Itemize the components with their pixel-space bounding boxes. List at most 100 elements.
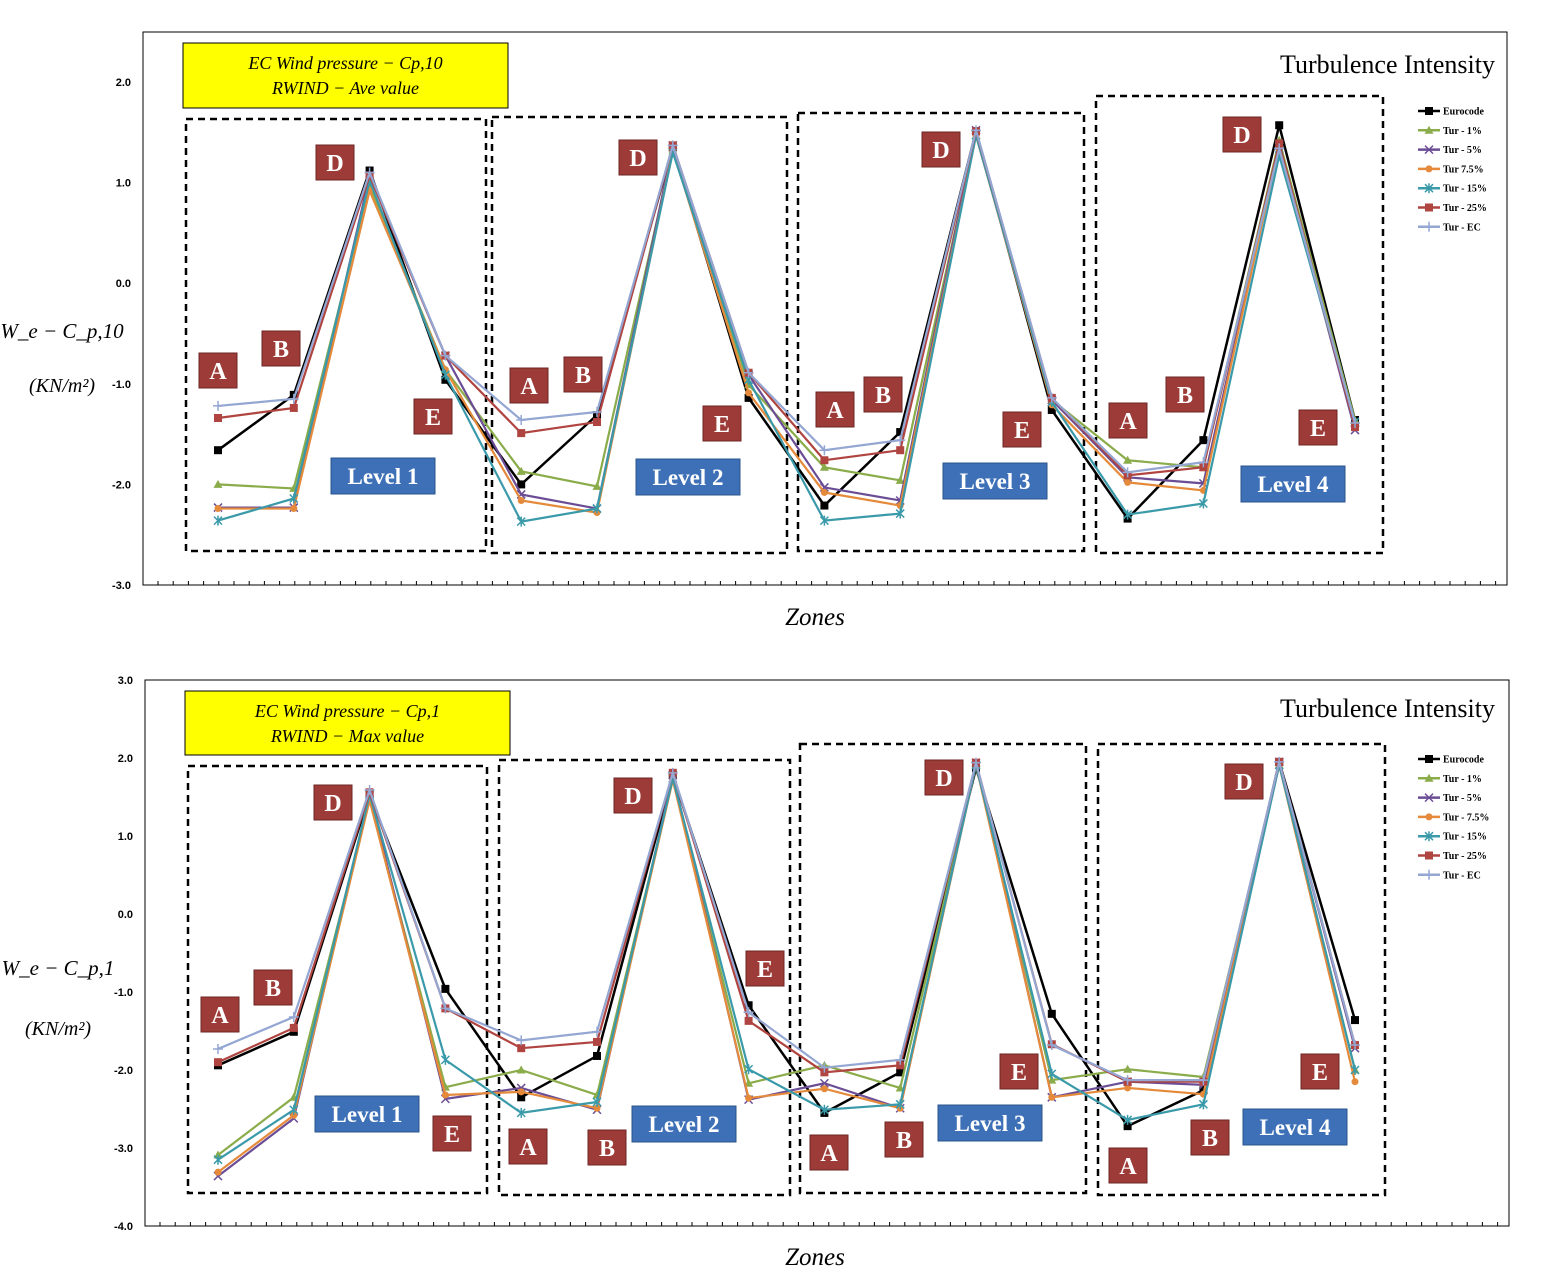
data-point bbox=[289, 493, 299, 504]
data-point bbox=[1425, 107, 1433, 115]
data-point bbox=[213, 400, 223, 411]
data-point bbox=[364, 167, 375, 178]
data-point bbox=[743, 1007, 754, 1018]
zone-label-box bbox=[618, 139, 658, 176]
data-point bbox=[1350, 1040, 1360, 1051]
zone-label-box bbox=[587, 1129, 627, 1166]
info-box bbox=[184, 690, 511, 756]
zone-label: B bbox=[1202, 1126, 1218, 1152]
series-tur-ec bbox=[213, 125, 1360, 478]
level-label: Level 3 bbox=[955, 1111, 1026, 1136]
level-group-box bbox=[184, 117, 488, 553]
zone-label-box bbox=[1222, 116, 1262, 153]
level-label-box bbox=[1240, 465, 1346, 503]
zone-label: B bbox=[875, 383, 891, 409]
series-line bbox=[217, 764, 1357, 1174]
data-point bbox=[819, 515, 829, 526]
data-point bbox=[1424, 145, 1434, 155]
data-point bbox=[1047, 1009, 1056, 1018]
data-point bbox=[1122, 1075, 1133, 1086]
y-axis-unit: (KN/m²) bbox=[29, 375, 95, 397]
legend-entry: Tur - EC bbox=[1443, 870, 1481, 881]
y-tick-label: 3.0 bbox=[118, 675, 133, 687]
level-group-box bbox=[796, 111, 1086, 553]
zone-label-box bbox=[745, 950, 785, 987]
data-point bbox=[441, 375, 450, 384]
data-point bbox=[1198, 1075, 1209, 1086]
zone-label: B bbox=[896, 1128, 912, 1154]
data-point bbox=[1124, 478, 1132, 486]
data-point bbox=[593, 1104, 601, 1112]
data-point bbox=[1424, 125, 1434, 134]
zone-label: D bbox=[624, 784, 641, 810]
data-point bbox=[1122, 467, 1133, 478]
y-tick-label: 2.0 bbox=[118, 753, 133, 765]
data-point bbox=[1123, 1114, 1133, 1125]
zone-label: E bbox=[757, 957, 773, 983]
level-group-box bbox=[490, 115, 789, 555]
data-point bbox=[213, 515, 223, 526]
data-point bbox=[667, 767, 678, 778]
level-label: Level 1 bbox=[332, 1102, 403, 1127]
data-point bbox=[213, 1043, 223, 1054]
level-label: Level 2 bbox=[653, 465, 724, 490]
info-box bbox=[182, 42, 509, 109]
data-point bbox=[1424, 221, 1434, 232]
data-point bbox=[895, 1054, 906, 1065]
zone-label-box bbox=[432, 1115, 472, 1152]
data-point bbox=[1350, 418, 1360, 429]
series-tur-ec bbox=[213, 756, 1360, 1086]
zone-label-box bbox=[1002, 411, 1042, 448]
data-point bbox=[1123, 509, 1133, 520]
series-line bbox=[217, 125, 1357, 474]
zone-label: E bbox=[1312, 1060, 1328, 1086]
data-point bbox=[820, 488, 828, 496]
zone-label: B bbox=[1177, 383, 1193, 409]
legend-entry: Tur - 1% bbox=[1443, 774, 1482, 785]
legend-entry: Tur 7.5% bbox=[1443, 164, 1484, 175]
data-point bbox=[1198, 457, 1209, 468]
zone-label-box bbox=[508, 1128, 548, 1165]
zone-label-box bbox=[1108, 402, 1148, 439]
data-point bbox=[896, 428, 905, 437]
data-point bbox=[1124, 1084, 1132, 1092]
series-line bbox=[217, 764, 1357, 1161]
data-point bbox=[289, 1023, 298, 1032]
data-point bbox=[1199, 436, 1208, 445]
data-point bbox=[441, 984, 450, 993]
level-group-box bbox=[497, 758, 792, 1197]
data-point bbox=[516, 1035, 527, 1046]
data-point bbox=[819, 1078, 829, 1088]
data-point bbox=[819, 445, 830, 456]
data-point bbox=[1275, 139, 1284, 148]
legend-entry: Tur - 7.5% bbox=[1443, 812, 1489, 823]
data-point bbox=[820, 456, 829, 465]
data-point bbox=[819, 1062, 830, 1073]
level-label-box bbox=[635, 458, 741, 496]
data-point bbox=[819, 462, 829, 471]
level-label-box bbox=[1242, 1108, 1348, 1146]
legend-entry: Eurocode bbox=[1443, 755, 1484, 766]
data-point bbox=[1350, 1065, 1360, 1075]
zone-label: A bbox=[820, 1141, 838, 1167]
data-point bbox=[516, 1107, 526, 1118]
y-tick-label: -2.0 bbox=[112, 479, 131, 491]
info-box-line: EC Wind pressure − Cp,1 bbox=[254, 701, 440, 721]
chart-2: 3.0 2.0 1.0 0.0 -1.0 -2.0 -3.0 -4.0 A B D E A B D E A B D E… bbox=[2, 675, 1510, 1271]
data-point bbox=[667, 140, 678, 151]
data-point bbox=[213, 479, 223, 488]
level-group-box bbox=[1096, 742, 1387, 1197]
data-point bbox=[895, 508, 905, 519]
data-point bbox=[895, 1099, 905, 1110]
data-point bbox=[1046, 392, 1057, 403]
zone-label: E bbox=[1014, 418, 1030, 444]
zone-label-box bbox=[261, 330, 301, 367]
level-group-box bbox=[798, 742, 1088, 1195]
data-point bbox=[593, 1037, 601, 1046]
zone-label: A bbox=[826, 398, 844, 424]
data-point bbox=[744, 1064, 754, 1075]
zone-label: A bbox=[1119, 1154, 1137, 1180]
data-point bbox=[214, 1058, 222, 1067]
legend-entry: Tur - 5% bbox=[1443, 793, 1482, 804]
info-box-line: RWIND − Max value bbox=[270, 726, 424, 746]
